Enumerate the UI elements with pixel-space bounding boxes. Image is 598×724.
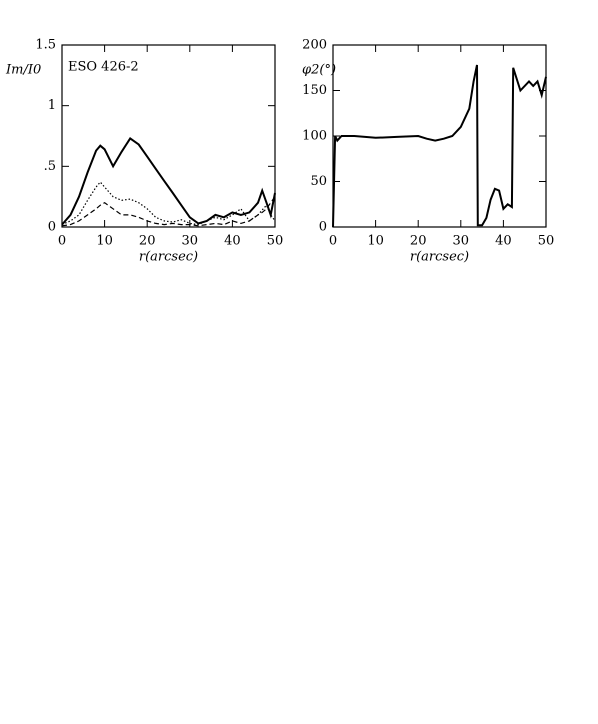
y-tick-label: 1.5 [35,38,56,53]
x-tick-label: 50 [538,234,555,249]
x-tick-label: 0 [329,234,337,249]
y-tick-label: 50 [310,174,327,189]
x-axis-label: r(arcsec) [139,250,198,265]
y-tick-label: .5 [44,159,56,174]
data-line [61,181,276,226]
x-tick-label: 20 [410,234,427,249]
data-line [61,136,276,226]
plot-frame [61,44,276,228]
y-tick-label: 0 [48,220,56,235]
x-tick-label: 40 [495,234,512,249]
x-tick-label: 30 [453,234,470,249]
data-line [332,64,547,228]
data-line [61,196,276,227]
y-tick-label: 0 [319,220,327,235]
x-tick-label: 10 [367,234,384,249]
y-tick-label: 1 [48,98,56,113]
y-axis-label: φ2(°) [302,63,336,78]
y-tick-label: 150 [302,83,327,98]
y-tick-label: 200 [302,38,327,53]
x-tick-label: 10 [96,234,113,249]
x-tick-label: 20 [139,234,156,249]
x-tick-label: 0 [58,234,66,249]
annotation: ESO 426-2 [68,60,139,75]
x-tick-label: 50 [267,234,284,249]
x-tick-label: 40 [224,234,241,249]
y-tick-label: 100 [302,129,327,144]
y-axis-label: Im/I0 [5,63,41,78]
x-axis-label: r(arcsec) [410,250,469,265]
x-tick-label: 30 [182,234,199,249]
